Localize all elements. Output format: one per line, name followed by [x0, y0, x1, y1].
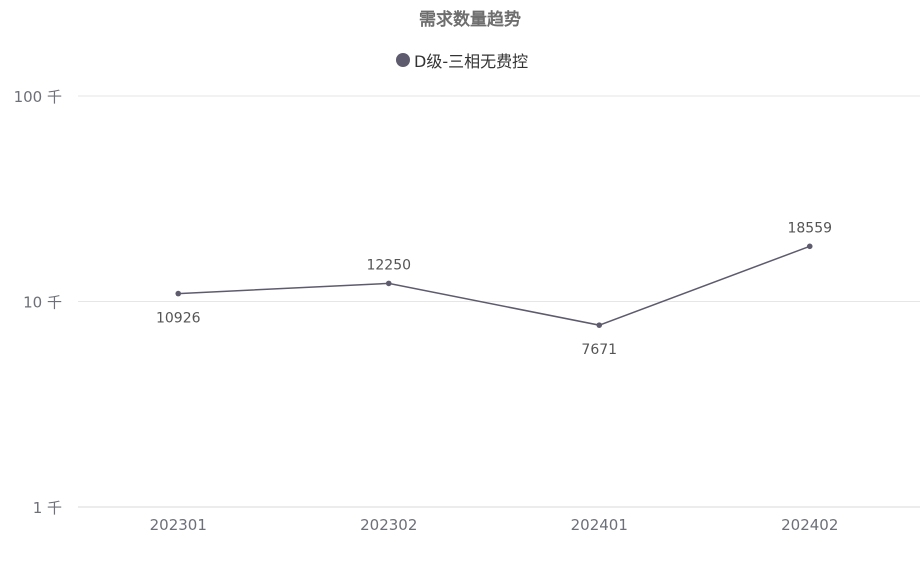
y-tick-label: 10 千 [23, 294, 62, 312]
data-label: 18559 [787, 220, 832, 236]
x-tick-label: 202401 [571, 516, 628, 534]
x-tick-label: 202302 [360, 516, 417, 534]
legend-label: D级-三相无费控 [414, 52, 529, 71]
series-line [178, 245, 811, 326]
x-tick-label: 202301 [150, 516, 207, 534]
y-tick-label: 100 千 [14, 88, 62, 106]
data-label: 10926 [156, 311, 201, 327]
legend-item[interactable]: D级-三相无费控 [396, 48, 528, 72]
data-point [385, 280, 392, 287]
data-label: 12250 [366, 257, 411, 273]
legend-marker-icon [396, 53, 410, 67]
data-label: 7671 [581, 342, 617, 358]
y-tick-label: 1 千 [33, 499, 62, 517]
chart-title: 需求数量趋势 [419, 10, 521, 30]
data-point [175, 290, 182, 297]
x-tick-label: 202402 [781, 516, 838, 534]
data-point [596, 322, 603, 328]
data-point [806, 243, 813, 250]
